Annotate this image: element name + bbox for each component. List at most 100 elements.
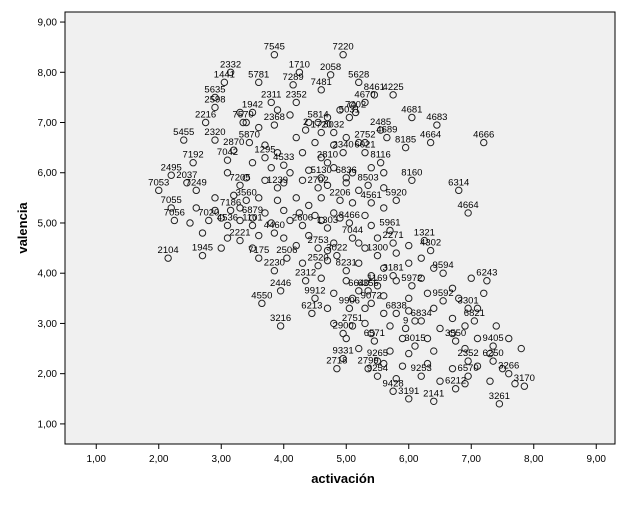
data-point: [301, 126, 310, 134]
data-point: [348, 294, 357, 303]
data-point: [367, 164, 375, 172]
data-point: [305, 166, 313, 174]
data-point: [230, 191, 238, 200]
y-tick-label: 3,00: [38, 319, 58, 330]
data-point: [364, 364, 372, 373]
point-label: 9265: [367, 348, 388, 359]
data-point: [436, 377, 444, 385]
point-label: 2216: [195, 110, 216, 121]
point-label: 2221: [229, 228, 250, 239]
y-tick-label: 2,00: [38, 369, 58, 380]
point-label: 6640: [348, 278, 369, 289]
point-label: 5628: [348, 69, 369, 80]
point-label: 6834: [411, 308, 432, 319]
data-point: [389, 91, 397, 99]
data-point: [267, 164, 275, 172]
data-point: [483, 277, 491, 285]
data-point: [211, 206, 219, 215]
data-point: [180, 136, 188, 144]
data-point: [198, 251, 207, 260]
point-label: 7186: [220, 197, 241, 208]
point-label: 1710: [289, 59, 310, 70]
point-label: 4664: [458, 200, 479, 211]
point-label: 7056: [164, 207, 185, 218]
data-point: [517, 344, 525, 353]
data-point: [486, 377, 494, 385]
point-label: 2810: [317, 150, 338, 161]
x-tick-label: 5,00: [337, 454, 357, 465]
point-label: 5961: [379, 218, 400, 229]
point-label: 5781: [248, 69, 269, 80]
data-point: [289, 81, 297, 89]
data-point: [336, 196, 344, 205]
point-label: 7481: [311, 77, 332, 88]
point-label: 9592: [433, 288, 454, 299]
point-label: 5870: [239, 130, 260, 141]
data-point: [367, 199, 375, 207]
data-point: [258, 299, 266, 308]
x-axis: 1,00 2,00 3,00 4,00 5,00 6,00 7,00 8,00 9,00: [87, 444, 606, 465]
data-point: [351, 108, 360, 117]
point-label: 6821: [464, 308, 485, 319]
point-label: 3191: [398, 386, 419, 397]
point-label: 9912: [304, 285, 325, 296]
point-label: 6838: [386, 300, 407, 311]
point-label: 7042: [217, 147, 238, 158]
data-point: [473, 362, 482, 370]
data-point: [373, 234, 382, 242]
point-label: 8160: [401, 167, 422, 178]
data-point: [342, 133, 350, 142]
point-label: 2368: [264, 112, 285, 123]
data-point: [417, 274, 425, 282]
data-point: [361, 319, 369, 328]
data-point: [430, 347, 438, 355]
data-point: [355, 259, 363, 267]
data-point: [317, 194, 325, 202]
point-label: 2752: [354, 130, 375, 141]
point-label: 2037: [176, 170, 197, 181]
data-point: [520, 382, 529, 390]
y-axis-title: valencia: [15, 202, 30, 254]
data-point: [270, 229, 279, 237]
point-label: 9253: [411, 363, 432, 374]
data-point: [380, 292, 388, 300]
y-axis: 1,00 2,00 3,00 4,00 5,00 6,00 7,00 8,00 9,00: [38, 18, 65, 430]
data-point: [345, 113, 354, 122]
data-point: [192, 186, 200, 195]
data-point: [355, 344, 363, 353]
data-point: [255, 78, 263, 87]
point-label: 2718: [326, 356, 347, 367]
data-point: [405, 349, 413, 358]
data-point: [276, 287, 285, 295]
data-point: [280, 161, 288, 169]
data-point: [417, 372, 425, 380]
point-label: 6836: [336, 165, 357, 176]
data-point: [355, 239, 363, 247]
data-point: [436, 324, 444, 333]
data-point: [317, 153, 325, 162]
data-point: [192, 204, 200, 212]
data-point: [311, 138, 319, 147]
data-point: [361, 211, 369, 220]
point-label: 2340: [333, 140, 354, 151]
data-point: [236, 108, 244, 117]
data-point: [380, 184, 388, 192]
data-point: [311, 294, 319, 303]
data-point: [342, 266, 350, 275]
data-point: [405, 395, 413, 403]
data-point: [339, 354, 347, 363]
point-label: 6570: [458, 363, 479, 374]
point-label: 2352: [286, 89, 307, 100]
data-point: [330, 128, 338, 137]
data-point: [392, 309, 400, 318]
data-point: [426, 138, 435, 147]
point-label: 5455: [173, 127, 194, 138]
point-label: 2271: [383, 230, 404, 241]
point-label: 7044: [342, 225, 363, 236]
data-point: [248, 214, 257, 222]
data-point: [367, 329, 375, 338]
data-point: [333, 364, 341, 373]
data-point: [373, 282, 382, 290]
point-label: 2900: [333, 320, 354, 331]
data-point: [408, 176, 416, 184]
